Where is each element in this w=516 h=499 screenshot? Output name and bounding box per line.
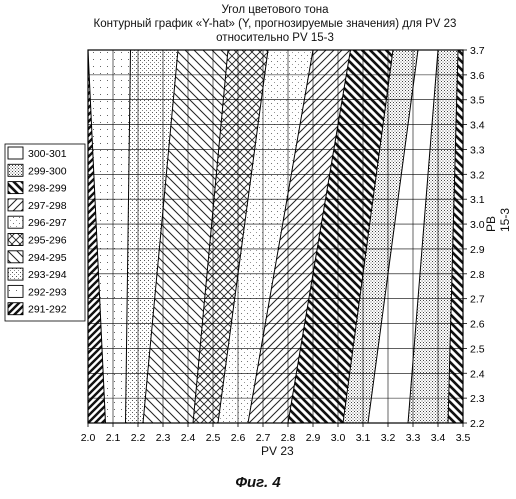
x-tick-label: 2.1 (106, 432, 121, 444)
legend-label: 296-297 (28, 217, 67, 229)
y-tick-label: 2.9 (470, 244, 485, 256)
legend-swatch (8, 216, 23, 228)
x-tick-label: 2.6 (231, 432, 246, 444)
x-tick-label: 2.0 (81, 432, 96, 444)
legend-label: 298-299 (28, 183, 67, 195)
y-tick-label: 3.4 (470, 120, 485, 132)
legend-swatch (8, 285, 23, 297)
y-tick-label: 3.6 (470, 70, 485, 82)
legend-swatch (8, 268, 23, 280)
legend-label: 300-301 (28, 148, 67, 160)
x-tick-label: 2.7 (256, 432, 271, 444)
legend-swatch (8, 164, 23, 176)
y-tick-label: 3.1 (470, 194, 485, 206)
y-tick-label: 2.5 (470, 343, 485, 355)
x-tick-label: 3.2 (381, 432, 396, 444)
y-tick-label: 2.3 (470, 393, 485, 405)
y-tick-label: 2.4 (470, 368, 485, 380)
contour-bands (28, 50, 516, 423)
legend-label: 293-294 (28, 269, 67, 281)
legend-swatch (8, 234, 23, 246)
x-tick-label: 3.3 (406, 432, 421, 444)
legend: 300-301 299-300 298-299 297-298 296-297 295-2… (5, 144, 85, 321)
x-tick-label: 3.4 (431, 432, 446, 444)
x-tick-label: 2.5 (206, 432, 221, 444)
x-tick-label: 2.4 (181, 432, 196, 444)
y-tick-label: 2.8 (470, 269, 485, 281)
y-tick-label: 3.3 (470, 144, 485, 156)
y-tick-label: 2.7 (470, 294, 485, 306)
x-tick-label: 2.2 (131, 432, 146, 444)
y-tick-label: 3.7 (470, 45, 485, 57)
y-axis-title: PB 15-3 (484, 200, 512, 232)
x-tick-label: 2.3 (156, 432, 171, 444)
legend-label: 291-292 (28, 304, 67, 316)
y-tick-label: 2.2 (470, 418, 485, 430)
figure-caption: Фиг. 4 (0, 474, 516, 491)
legend-label: 294-295 (28, 252, 67, 264)
x-tick-label: 3.0 (331, 432, 346, 444)
x-tick-label: 3.5 (456, 432, 471, 444)
x-tick-label: 3.1 (356, 432, 371, 444)
x-axis-title: PV 23 (261, 444, 294, 458)
legend-swatch (8, 303, 23, 315)
legend-swatch (8, 182, 23, 194)
legend-swatch (8, 147, 23, 159)
legend-label: 292-293 (28, 286, 67, 298)
legend-label: 295-296 (28, 235, 67, 247)
y-tick-label: 2.6 (470, 319, 485, 331)
y-tick-label: 3.0 (470, 219, 485, 231)
x-tick-label: 2.8 (281, 432, 296, 444)
legend-swatch (8, 199, 23, 211)
y-tick-label: 3.5 (470, 95, 485, 107)
legend-label: 297-298 (28, 200, 67, 212)
legend-label: 299-300 (28, 165, 67, 177)
y-tick-label: 3.2 (470, 169, 485, 181)
x-tick-label: 2.9 (306, 432, 321, 444)
x-axis-ticks: 2.0 2.1 2.2 2.3 2.4 2.5 2.6 2.7 2.8 2.9 3.0 3.1 3.2 3… (81, 423, 471, 444)
y-axis-ticks: 2.2 2.3 2.4 2.5 2.6 2.7 2.8 2.9 3.0 3.1 3.2 3.3 3.4 3… (463, 45, 485, 430)
legend-swatch (8, 251, 23, 263)
